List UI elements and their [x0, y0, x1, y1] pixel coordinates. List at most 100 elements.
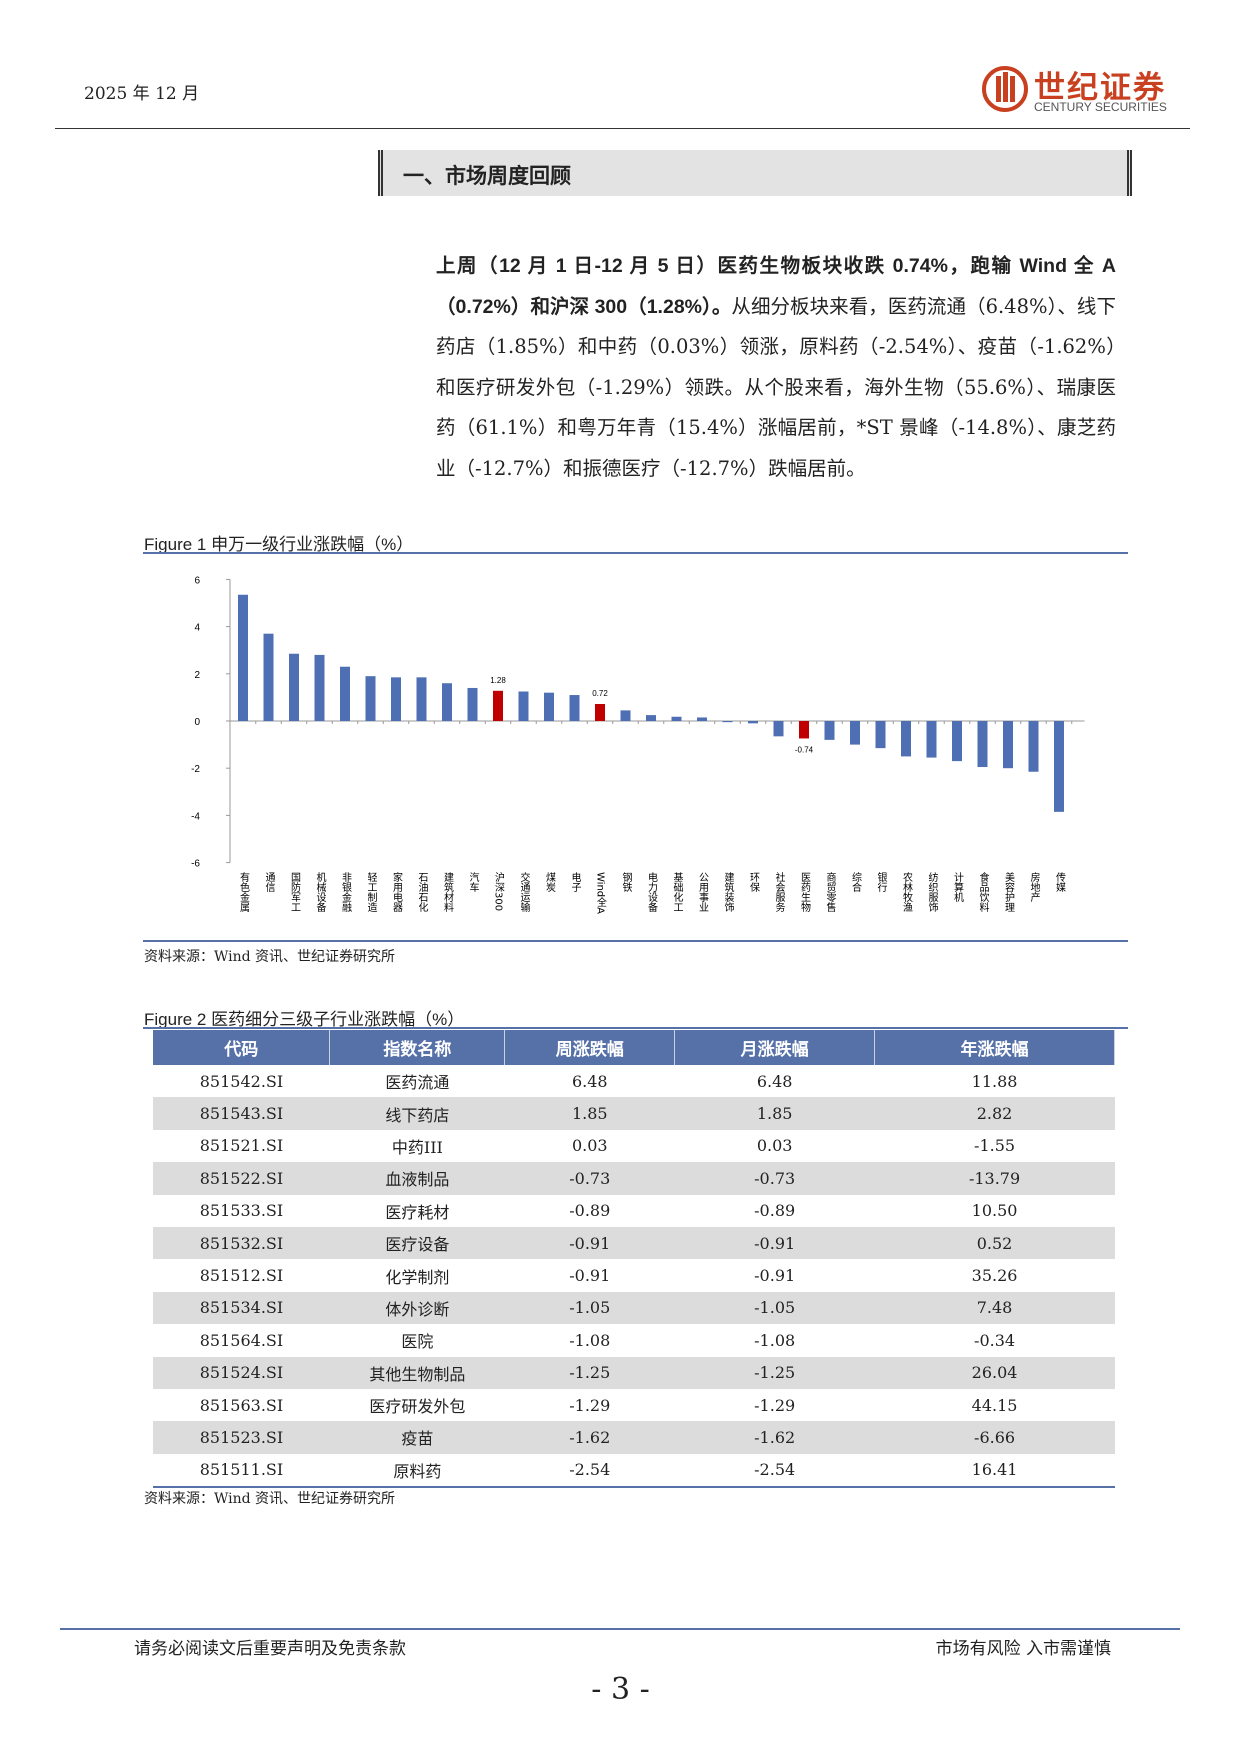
- x-tick-label: 石油石化: [416, 872, 428, 912]
- table-cell: 11.88: [971, 1071, 1018, 1091]
- table-cell: 1.85: [504, 1097, 675, 1130]
- table-cell: 原料药: [393, 1461, 442, 1481]
- x-tick-label: 钢铁: [620, 871, 632, 893]
- bar: [773, 721, 784, 737]
- table-cell: 医疗研发外包: [369, 1397, 466, 1417]
- table-cell: 851532.SI: [153, 1226, 330, 1260]
- table-cell: 化学制剂: [385, 1267, 450, 1287]
- data-label: 0.72: [592, 689, 608, 698]
- x-tick-label: 商贸零售: [824, 871, 836, 913]
- table-header: 代码 指数名称 周涨跌幅 月涨跌幅 年涨跌幅: [153, 1030, 1115, 1065]
- x-tick-label: 纺织服饰: [926, 871, 938, 913]
- table-cell: -0.91: [754, 1266, 796, 1286]
- bar: [595, 704, 605, 721]
- x-tick-label: 机械设备: [314, 871, 326, 913]
- logo-cn: 世纪证券: [1034, 70, 1166, 105]
- x-tick-label: 公用事业: [697, 872, 709, 912]
- bar: [620, 710, 631, 721]
- table-cell: -1.08: [754, 1330, 796, 1350]
- table-cell: 44.15: [971, 1395, 1018, 1415]
- column-header: 月涨跌幅: [674, 1030, 876, 1065]
- x-tick-label: 煤炭: [544, 871, 556, 893]
- y-tick-label: -4: [191, 811, 200, 822]
- table-row: 851511.SI 原料药 -2.54 -2.54 16.41: [153, 1454, 1115, 1487]
- bar: [544, 692, 554, 721]
- x-tick-label: 银行: [875, 871, 887, 893]
- table-cell: 血液制品: [329, 1162, 505, 1195]
- table-row: 851523.SI 疫苗 -1.62 -1.62 -6.66: [153, 1421, 1115, 1454]
- x-tick-label: 建筑材料: [442, 871, 454, 913]
- table-cell: -1.55: [974, 1136, 1016, 1156]
- bar: [442, 683, 452, 721]
- footer-right: 市场有风险 入市需谨慎: [935, 1639, 1111, 1659]
- column-header: 周涨跌幅: [504, 1030, 676, 1065]
- figure-rule: [143, 940, 1128, 942]
- table-cell: -1.08: [569, 1330, 611, 1350]
- bar: [314, 654, 325, 721]
- figure-caption: Figure 1 申万一级行业涨跌幅（%）: [144, 535, 414, 554]
- bar: [671, 716, 682, 721]
- table-row: 851542.SI 医药流通 6.48 6.48 11.88: [153, 1065, 1115, 1097]
- x-tick-label: 农林牧渔: [901, 871, 913, 913]
- table-cell: 6.48: [571, 1071, 608, 1091]
- table-cell: 医院: [401, 1332, 434, 1352]
- bar: [493, 690, 503, 721]
- bar: [901, 721, 911, 757]
- x-tick-label: 房地产: [1028, 871, 1040, 903]
- table-row: 851564.SI 医院 -1.08 -1.08 -0.34: [153, 1324, 1115, 1356]
- bar: [1054, 721, 1064, 812]
- table-cell: 851534.SI: [153, 1291, 330, 1325]
- table-row: 851533.SI 医疗耗材 -0.89 -0.89 10.50: [153, 1195, 1115, 1227]
- x-tick-label: 汽车: [467, 871, 479, 893]
- table-cell: 线下药店: [329, 1097, 505, 1130]
- column-header: 指数名称: [329, 1030, 506, 1065]
- table-cell: -0.91: [569, 1266, 611, 1286]
- table-cell: 851511.SI: [199, 1460, 284, 1480]
- bar: [646, 715, 656, 721]
- table-cell: 7.48: [874, 1291, 1115, 1325]
- data-label: 1.28: [490, 676, 506, 685]
- table-cell: 体外诊断: [329, 1291, 505, 1325]
- bar: [952, 721, 962, 762]
- y-tick-label: -6: [191, 859, 200, 870]
- bar: [977, 721, 988, 768]
- paragraph-text: 从细分板块来看，医药流通（6.48%）、线下药店（1.85%）和中药（0.03%…: [436, 294, 1116, 480]
- bar: [850, 721, 860, 745]
- x-tick-label: 交通运输: [518, 871, 530, 913]
- table-cell: -0.89: [569, 1201, 611, 1221]
- y-tick-label: 2: [194, 670, 200, 681]
- x-tick-label: 电力设备: [646, 871, 658, 913]
- x-tick-label: 社会服务: [773, 871, 785, 913]
- y-tick-label: 6: [194, 575, 200, 586]
- table-cell: 6.48: [756, 1071, 793, 1091]
- table-cell: 35.26: [971, 1266, 1018, 1286]
- table-cell: 851533.SI: [199, 1201, 284, 1221]
- table-cell: 851543.SI: [153, 1097, 330, 1130]
- header-rule: [55, 128, 1190, 129]
- table-cell: -0.91: [674, 1226, 875, 1260]
- table-cell: 851512.SI: [199, 1266, 284, 1286]
- table-cell: -1.25: [674, 1356, 875, 1389]
- bar: [238, 594, 248, 721]
- table-row: 851521.SI 中药III 0.03 0.03 -1.55: [153, 1130, 1115, 1162]
- table-row: 851522.SI 血液制品 -0.73 -0.73 -13.79: [153, 1162, 1115, 1195]
- table-cell: 851564.SI: [199, 1330, 284, 1350]
- table-cell: 1.85: [674, 1097, 875, 1130]
- x-tick-label: 建筑装饰: [722, 871, 734, 913]
- table-cell: 医疗设备: [329, 1226, 505, 1260]
- bar: [365, 676, 376, 721]
- x-tick-label: 环保: [748, 872, 760, 893]
- table-cell: -6.66: [874, 1421, 1115, 1454]
- column-header: 年涨跌幅: [874, 1030, 1115, 1065]
- bar: [926, 721, 937, 758]
- x-tick-label: 综合: [850, 871, 862, 893]
- bar: [697, 717, 707, 721]
- table-row: 851512.SI 化学制剂 -0.91 -0.91 35.26: [153, 1259, 1115, 1291]
- table-cell: -2.54: [754, 1460, 796, 1480]
- table-cell: -1.62: [504, 1421, 675, 1454]
- x-tick-label: 有色金属: [238, 871, 250, 913]
- table-row: 851524.SI 其他生物制品 -1.25 -1.25 26.04: [153, 1356, 1115, 1389]
- footer-rule: [60, 1628, 1180, 1630]
- table-row: 851543.SI 线下药店 1.85 1.85 2.82: [153, 1097, 1115, 1130]
